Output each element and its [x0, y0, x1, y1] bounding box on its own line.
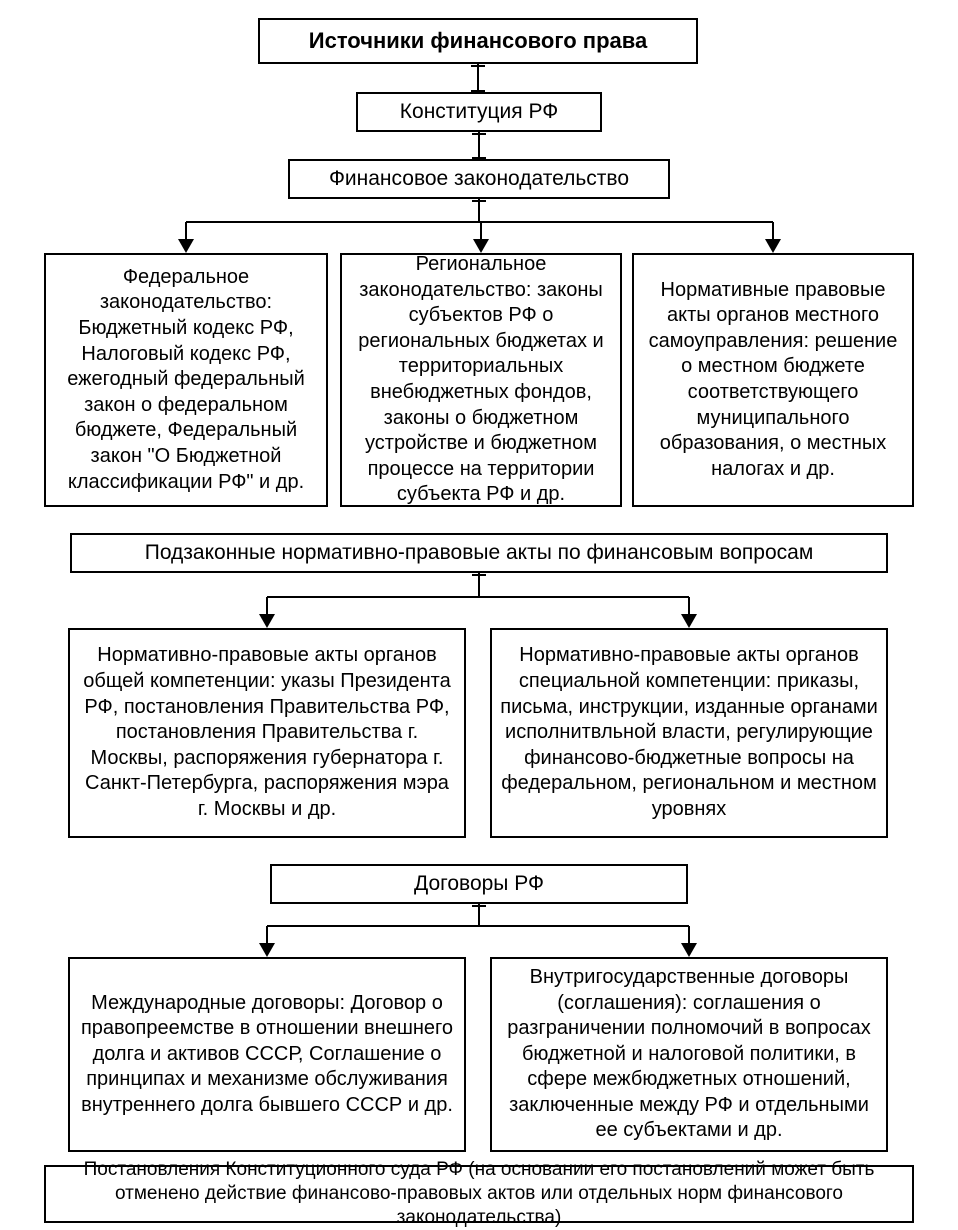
connector-tee-cap: [472, 133, 486, 135]
node-regional-legislation-text: Региональное законодательство: законы су…: [350, 252, 612, 508]
node-regional-legislation: Региональное законодательство: законы су…: [340, 253, 622, 507]
node-general-competence: Нормативно-правовые акты органов общей к…: [68, 628, 466, 838]
connector-vertical: [478, 573, 480, 597]
node-federal-legislation-text: Федеральное законодательство: Бюджетный …: [54, 265, 318, 495]
connector-vertical: [477, 64, 479, 92]
node-domestic-agreements: Внутригосударственные договоры (соглашен…: [490, 957, 888, 1152]
node-special-competence: Нормативно-правовые акты органов специал…: [490, 628, 888, 838]
node-general-competence-text: Нормативно-правовые акты органов общей к…: [78, 643, 456, 822]
node-financial-legislation: Финансовое законодательство: [288, 159, 670, 199]
node-municipal-legislation: Нормативные правовые акты органов местно…: [632, 253, 914, 507]
connector-horizontal: [267, 925, 689, 927]
arrow-head-icon: [765, 239, 781, 253]
node-sublegal-acts-text: Подзаконные нормативно-правовые акты по …: [145, 540, 814, 567]
node-treaties-text: Договоры РФ: [414, 871, 544, 898]
node-domestic-agreements-text: Внутригосударственные договоры (соглашен…: [500, 965, 878, 1144]
connector-tee-cap: [471, 65, 485, 67]
node-constitution: Конституция РФ: [356, 92, 602, 132]
node-federal-legislation: Федеральное законодательство: Бюджетный …: [44, 253, 328, 507]
connector-tee-cap: [471, 90, 485, 92]
connector-horizontal: [267, 596, 689, 598]
node-constitutional-court-text: Постановления Конституционного суда РФ (…: [54, 1158, 904, 1230]
connector-vertical: [478, 132, 480, 159]
arrow-head-icon: [473, 239, 489, 253]
arrow-head-icon: [259, 943, 275, 957]
connector-tee-cap: [472, 200, 486, 202]
node-root: Источники финансового права: [258, 18, 698, 64]
connector-tee-cap: [472, 574, 486, 576]
node-constitution-text: Конституция РФ: [400, 99, 558, 126]
node-constitutional-court: Постановления Конституционного суда РФ (…: [44, 1165, 914, 1223]
node-treaties: Договоры РФ: [270, 864, 688, 904]
arrow-head-icon: [681, 614, 697, 628]
arrow-head-icon: [259, 614, 275, 628]
connector-vertical: [478, 904, 480, 926]
node-international-treaties-text: Международные договоры: Договор о правоп…: [78, 991, 456, 1119]
connector-vertical: [478, 199, 480, 222]
node-financial-legislation-text: Финансовое законодательство: [329, 166, 629, 193]
arrow-head-icon: [681, 943, 697, 957]
diagram-canvas: Источники финансового права Конституция …: [0, 0, 958, 1223]
arrow-head-icon: [178, 239, 194, 253]
connector-tee-cap: [472, 157, 486, 159]
node-sublegal-acts: Подзаконные нормативно-правовые акты по …: [70, 533, 888, 573]
node-international-treaties: Международные договоры: Договор о правоп…: [68, 957, 466, 1152]
node-municipal-legislation-text: Нормативные правовые акты органов местно…: [642, 278, 904, 483]
node-root-text: Источники финансового права: [309, 27, 647, 55]
node-special-competence-text: Нормативно-правовые акты органов специал…: [500, 643, 878, 822]
connector-tee-cap: [472, 905, 486, 907]
